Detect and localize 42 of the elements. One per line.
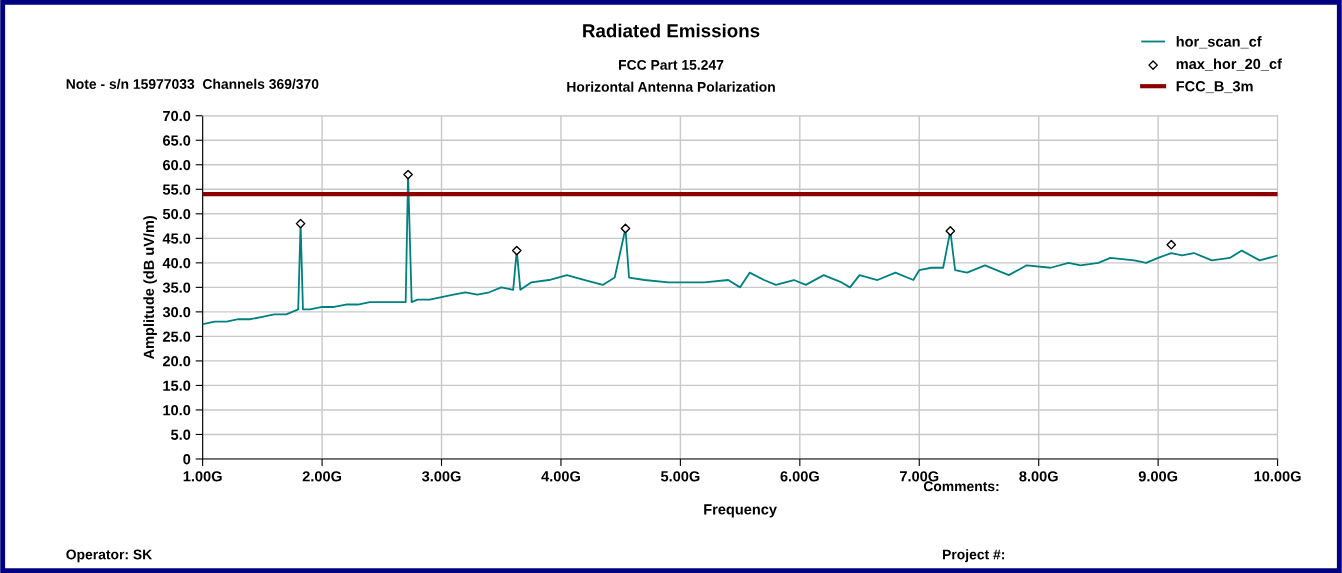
x-tick-label: 5.00G xyxy=(660,471,700,482)
y-tick-label: 0 xyxy=(183,454,191,465)
x-tick-label: 2.00G xyxy=(302,471,342,482)
x-axis-title: Frequency xyxy=(704,504,777,518)
text: Note - s/n 15977033 Channels 369/370 xyxy=(66,78,319,90)
legend-label: max_hor_20_cf xyxy=(1176,58,1282,71)
y-tick-label: 40.0 xyxy=(162,257,191,269)
y-tick-label: 30.0 xyxy=(162,306,191,318)
y-tick-label: 35.0 xyxy=(162,282,191,293)
x-tick-label: 10.00G xyxy=(1254,471,1301,482)
y-tick-label: 65.0 xyxy=(162,135,191,146)
point xyxy=(945,226,956,236)
point xyxy=(620,223,631,234)
legend-label: FCC_B_3m xyxy=(1176,81,1253,94)
y-tick-label: 10.0 xyxy=(163,405,191,416)
text: Comments: xyxy=(923,481,999,492)
point xyxy=(511,245,522,256)
y-axis-title: Amplitude (dB uV/m) xyxy=(143,215,157,360)
y-tick-label: 70.0 xyxy=(163,110,191,122)
y-tick-label: 5.0 xyxy=(171,429,191,440)
y-tick-label: 15.0 xyxy=(163,380,191,391)
x-tick-label: 7.00G xyxy=(900,471,939,482)
x-tick-label: 1.00G xyxy=(183,471,222,482)
y-tick-label: 60.0 xyxy=(162,159,191,171)
text: Operator: SK xyxy=(66,549,153,563)
x-tick-label: 4.00G xyxy=(541,471,580,482)
x-tick-label: 9.00G xyxy=(1138,471,1178,482)
y-tick-label: 20.0 xyxy=(162,356,191,367)
chart-subtitle: FCC Part 15.247 Horizontal Antenna Polarization xyxy=(567,59,775,92)
point xyxy=(1166,239,1177,250)
legend-label: hor_scan_cf xyxy=(1176,36,1262,49)
chart-title: Radiated Emissions xyxy=(583,23,760,38)
y-tick-label: 50.0 xyxy=(162,208,191,220)
y-tick-label: 45.0 xyxy=(162,233,191,244)
point xyxy=(403,169,413,180)
x-tick-label: 8.00G xyxy=(1019,471,1058,482)
x-tick-label: 3.00G xyxy=(421,471,461,482)
text: Project #: xyxy=(943,549,1005,563)
x-tick-label: 6.00G xyxy=(780,471,819,482)
y-tick-label: 55.0 xyxy=(162,184,191,195)
point xyxy=(295,218,306,229)
y-tick-label: 25.0 xyxy=(162,331,191,342)
